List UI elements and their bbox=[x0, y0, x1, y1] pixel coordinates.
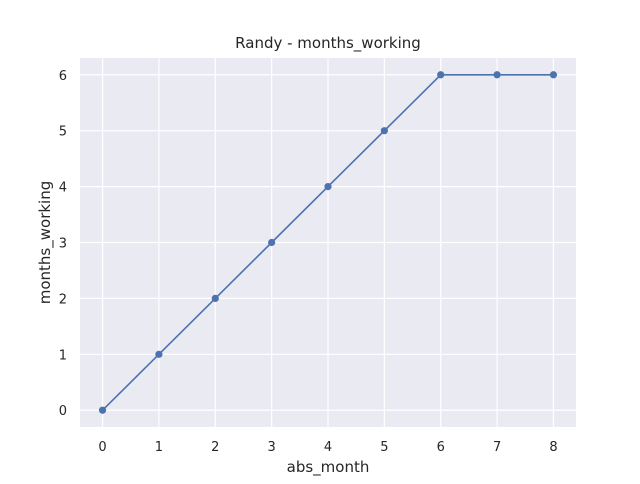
x-tick-label: 6 bbox=[437, 440, 445, 455]
y-tick-label: 4 bbox=[59, 181, 67, 196]
x-axis-ticks: 0 1 2 3 4 5 6 7 8 bbox=[98, 440, 557, 455]
data-point bbox=[98, 406, 107, 414]
y-tick-label: 0 bbox=[59, 404, 67, 419]
data-point bbox=[268, 238, 276, 247]
chart-title: Randy - months_working bbox=[235, 34, 421, 53]
x-axis-label: abs_month bbox=[287, 458, 370, 477]
y-axis-ticks: 0 1 2 3 4 5 6 bbox=[59, 69, 67, 419]
y-axis-label: months_working bbox=[36, 181, 55, 305]
series-layer bbox=[98, 71, 558, 414]
data-point bbox=[549, 71, 558, 79]
data-point bbox=[324, 182, 332, 191]
data-point bbox=[155, 350, 163, 358]
y-tick-label: 6 bbox=[59, 69, 67, 84]
x-tick-label: 2 bbox=[211, 440, 219, 455]
x-tick-label: 8 bbox=[549, 440, 557, 455]
data-point bbox=[493, 71, 501, 79]
y-tick-label: 2 bbox=[59, 292, 67, 307]
x-tick-label: 4 bbox=[324, 440, 332, 455]
data-point bbox=[211, 294, 219, 303]
x-tick-label: 5 bbox=[380, 440, 388, 455]
y-tick-label: 1 bbox=[59, 348, 67, 363]
data-point bbox=[380, 127, 388, 135]
x-tick-label: 1 bbox=[155, 440, 163, 455]
x-tick-label: 0 bbox=[98, 440, 106, 455]
x-tick-label: 3 bbox=[267, 440, 275, 455]
x-tick-label: 7 bbox=[493, 440, 501, 455]
y-tick-label: 3 bbox=[59, 237, 67, 252]
y-tick-label: 5 bbox=[59, 125, 67, 140]
data-point bbox=[437, 71, 445, 79]
